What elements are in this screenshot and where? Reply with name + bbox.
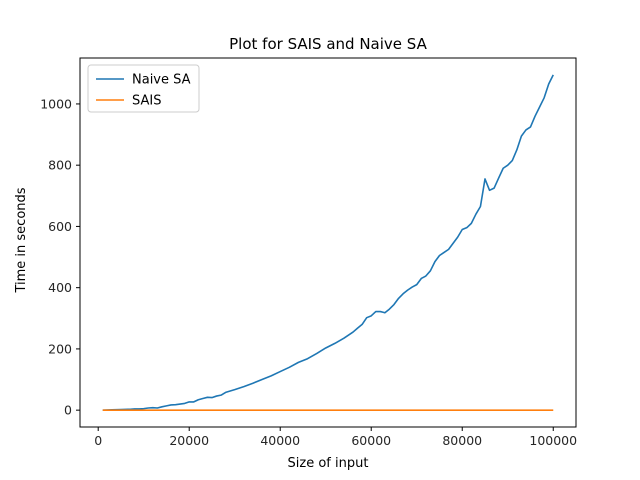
plot-area [102, 74, 554, 411]
axes-frame [79, 57, 577, 428]
legend: Naive SA SAIS [87, 64, 200, 113]
y-tick-label: 600 [48, 219, 72, 234]
x-tick-label: 20000 [169, 433, 209, 448]
y-axis: 0 200 400 600 800 1000 [40, 96, 80, 418]
y-tick-label: 400 [48, 280, 72, 295]
y-tick-label: 200 [48, 341, 72, 356]
x-tick-label: 40000 [260, 433, 300, 448]
x-tick-label: 80000 [442, 433, 482, 448]
x-tick-label: 100000 [529, 433, 577, 448]
y-tick-label: 800 [48, 158, 72, 173]
y-tick-label: 1000 [40, 96, 72, 111]
y-axis-label: Time in seconds [14, 187, 29, 293]
y-tick-label: 0 [64, 403, 72, 418]
x-tick-label: 0 [94, 433, 102, 448]
x-tick-label: 60000 [351, 433, 391, 448]
chart-title: Plot for SAIS and Naive SA [229, 35, 427, 53]
legend-label-0: Naive SA [132, 73, 191, 88]
x-axis-label: Size of input [288, 456, 369, 471]
legend-label-1: SAIS [132, 94, 161, 109]
x-axis: 0 20000 40000 60000 80000 100000 [94, 427, 577, 448]
series-line-0 [102, 74, 554, 411]
